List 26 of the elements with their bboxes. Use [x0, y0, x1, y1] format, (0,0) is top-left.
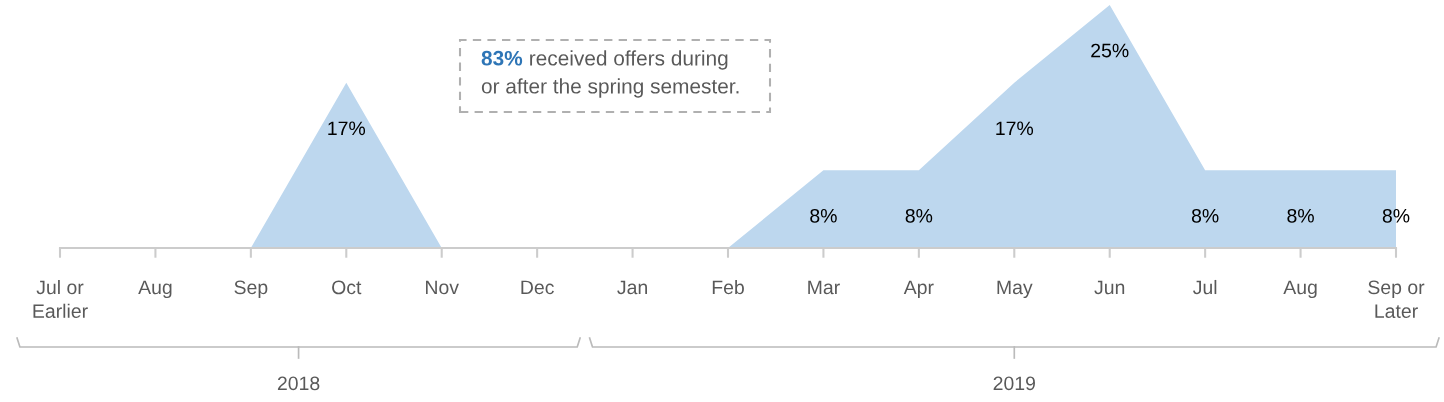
data-label: 17% — [996, 121, 1034, 136]
x-tick-label: Aug — [138, 280, 172, 299]
x-tick-label: Jan — [617, 280, 647, 295]
data-label: 8% — [810, 208, 837, 223]
x-tick-label: Dec — [521, 280, 554, 295]
x-tick-label: Sep — [234, 280, 268, 299]
x-tick-label: Jul or Earlier — [33, 279, 88, 318]
x-tick-label: Feb — [712, 279, 744, 295]
x-tick-label: May — [997, 280, 1033, 299]
text: 2019 — [993, 376, 1035, 391]
x-tick-label: Jun — [1094, 280, 1125, 295]
x-tick-label: Sep or Later — [1368, 280, 1425, 318]
x-tick-label: Apr — [903, 280, 934, 299]
x-tick-label: Jul — [1193, 279, 1217, 295]
x-tick-label: Mar — [808, 280, 840, 295]
annotation: 83% received offers during or after the spring semester. — [481, 50, 739, 98]
data-label: 25% — [1091, 43, 1129, 58]
data-label: 8% — [905, 208, 933, 223]
data-label: 8% — [1287, 208, 1314, 223]
data-label: 8% — [1382, 208, 1410, 223]
x-tick-label: Aug — [1283, 280, 1317, 299]
data-label: 8% — [1191, 208, 1219, 223]
data-label: 17% — [328, 121, 366, 136]
x-tick-label: Nov — [426, 280, 459, 295]
text: 2018 — [277, 376, 320, 391]
x-tick-label: Oct — [332, 280, 362, 295]
